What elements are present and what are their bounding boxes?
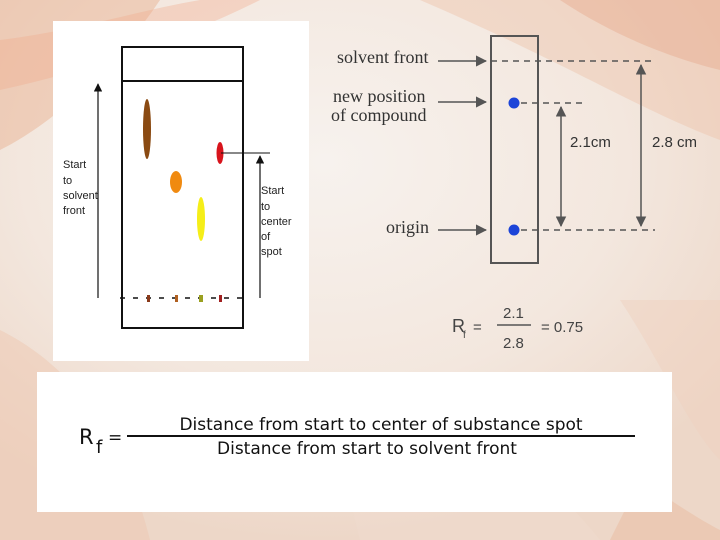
- label-start-to-solvent-front: Start to solvent front: [63, 159, 101, 217]
- formula-rf-subscript: f: [96, 437, 103, 458]
- origin-mark-1: [147, 295, 150, 302]
- tlc-plate-panel: [53, 21, 309, 361]
- origin-mark-2: [175, 295, 178, 302]
- tlc-plate: [93, 46, 270, 329]
- calc-numerator: 2.1: [503, 305, 524, 322]
- example-plate-outline: [490, 35, 539, 264]
- rf-formula-panel: [37, 372, 672, 512]
- origin-mark-3: [199, 295, 203, 302]
- label-compound-distance: 2.1cm: [570, 134, 611, 151]
- spot-brown: [143, 99, 151, 159]
- label-solvent-distance: 2.8 cm: [652, 134, 697, 151]
- formula-denominator: Distance from start to solvent front: [217, 439, 517, 459]
- label-new-position: new position of compound: [331, 86, 430, 125]
- calc-equals: =: [473, 319, 482, 336]
- calc-rf-symbol: R: [452, 316, 465, 336]
- spot-orange: [170, 171, 182, 193]
- origin-mark-4: [219, 295, 222, 302]
- rf-general-formula: R f = Distance from start to center of s…: [79, 415, 635, 459]
- spot-red: [216, 142, 224, 164]
- plate-outline: [121, 46, 244, 329]
- label-solvent-front: solvent front: [337, 47, 429, 67]
- calc-result: = 0.75: [541, 319, 583, 336]
- calc-denominator: 2.8: [503, 335, 524, 352]
- formula-rf-symbol: R: [79, 425, 94, 449]
- origin-spot: [508, 224, 520, 236]
- calc-rf-subscript: f: [463, 330, 466, 341]
- label-origin: origin: [386, 217, 429, 237]
- rf-example-diagram: [438, 35, 655, 264]
- formula-equals: =: [108, 428, 122, 448]
- formula-numerator: Distance from start to center of substan…: [179, 415, 582, 435]
- label-start-to-center-of-spot: Start to center of spot: [261, 185, 295, 258]
- rf-calculation: R f = 2.1 2.8 = 0.75: [452, 305, 583, 352]
- compound-spot: [508, 97, 520, 109]
- spot-yellow: [197, 197, 205, 241]
